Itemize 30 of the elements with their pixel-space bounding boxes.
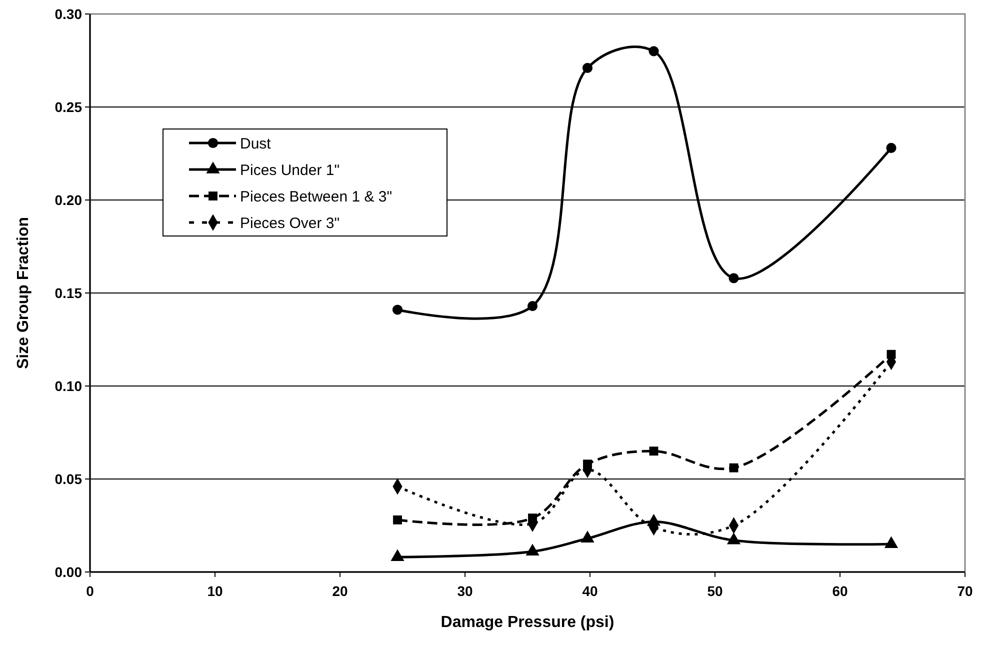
x-tick-label: 20 [332, 583, 348, 599]
x-axis-title: Damage Pressure (psi) [440, 614, 614, 631]
point [393, 515, 402, 524]
point [648, 46, 659, 56]
legend-label: Pieces Between 1 & 3" [240, 188, 392, 206]
y-tick-label: 0.10 [54, 378, 82, 394]
legend-label: Pieces Over 3" [240, 214, 340, 232]
point [582, 62, 593, 73]
point [886, 142, 896, 153]
point [527, 300, 538, 312]
y-tick-label: 0.15 [54, 284, 82, 301]
y-tick-label: 0.20 [54, 192, 82, 208]
y-axis-title: Size Group Fraction [15, 216, 32, 370]
x-tick-label: 60 [832, 583, 848, 599]
point [649, 446, 658, 456]
y-tick-label: 0.00 [54, 564, 82, 580]
point [392, 304, 403, 315]
x-tick-label: 30 [457, 583, 473, 599]
x-tick-label: 40 [582, 583, 598, 599]
point [729, 463, 738, 472]
point [728, 273, 739, 284]
x-tick-label: 0 [86, 583, 94, 599]
y-tick-label: 0.30 [54, 6, 82, 22]
y-tick-label: 0.05 [54, 470, 82, 487]
legend-label: Pices Under 1" [240, 162, 340, 179]
x-tick-label: 10 [207, 583, 223, 599]
x-tick-label: 50 [707, 583, 723, 599]
legend-label: Dust [240, 135, 272, 152]
x-tick-label: 70 [957, 583, 973, 599]
y-tick-label: 0.25 [54, 98, 82, 115]
